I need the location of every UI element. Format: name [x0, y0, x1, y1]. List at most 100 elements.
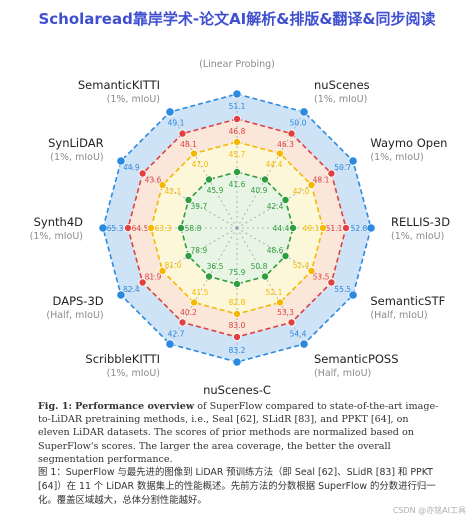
axis-sublabel: (1%, mIoU): [50, 152, 103, 163]
figure-label: Fig. 1:: [38, 401, 73, 412]
data-point: [299, 107, 309, 117]
axis-sublabel: (Half, mIoU): [314, 368, 371, 379]
data-label: 50.0: [290, 118, 307, 127]
data-label: 65.3: [107, 224, 124, 233]
data-label: 83.2: [229, 346, 246, 355]
data-point: [281, 251, 290, 260]
axis-label: nuScenes: [314, 78, 370, 92]
axis-sublabel: (Linear Probing): [199, 59, 275, 70]
data-point: [138, 169, 147, 178]
data-point: [138, 278, 147, 287]
data-point: [165, 339, 175, 349]
data-label: 48.1: [313, 176, 330, 185]
data-label: 52.8: [351, 224, 368, 233]
data-label: 44.4: [273, 224, 290, 233]
data-label: 52.1: [266, 288, 283, 297]
data-label: 82.4: [123, 285, 140, 294]
data-point: [98, 223, 108, 233]
axis-label: SemanticSTF: [370, 294, 445, 308]
data-label: 42.7: [168, 330, 185, 339]
data-point: [327, 278, 336, 287]
data-point: [232, 115, 241, 124]
data-label: 41.6: [229, 180, 246, 189]
data-point: [124, 223, 133, 232]
data-label: 47.0: [192, 160, 209, 169]
data-label: 63.3: [155, 224, 172, 233]
axis-label: nuScenes-C: [203, 383, 271, 397]
data-point: [275, 298, 284, 307]
data-label: 42.1: [165, 187, 182, 196]
data-label: 47.0: [293, 187, 310, 196]
data-label: 52.4: [293, 261, 310, 270]
data-point: [307, 181, 316, 190]
data-label: 83.0: [229, 321, 246, 330]
axis-sublabel: (Half, mIoU): [370, 310, 427, 321]
data-point: [116, 156, 126, 166]
axis-sublabel: (1%, mIoU): [30, 231, 83, 242]
data-label: 40.2: [180, 308, 197, 317]
data-point: [341, 223, 350, 232]
radar-chart: 51.1 50.0 50.7 52.8 55.5 54.4 83.2 42.7 82.4 65.3…: [30, 59, 451, 397]
data-point: [318, 223, 327, 232]
data-label: 51.1: [229, 102, 246, 111]
data-label: 45.7: [229, 150, 246, 159]
data-point: [232, 279, 241, 288]
data-label: 78.9: [191, 246, 208, 255]
data-point: [165, 107, 175, 117]
data-point: [348, 156, 358, 166]
data-point: [287, 318, 296, 327]
data-label: 41.5: [192, 288, 209, 297]
axis-label: RELLIS-3D: [391, 215, 450, 229]
data-point: [348, 290, 358, 300]
data-label: 82.8: [229, 298, 246, 307]
data-point: [307, 266, 316, 275]
data-point: [260, 272, 269, 281]
data-point: [327, 169, 336, 178]
data-point: [189, 149, 198, 158]
caption-text: of SuperFlow compared to state-of-the-ar…: [38, 401, 439, 465]
data-label: 55.5: [334, 285, 351, 294]
data-point: [366, 223, 376, 233]
data-point: [146, 223, 155, 232]
data-label: 49.1: [168, 118, 185, 127]
caption-bold-text: Performance overview: [75, 401, 195, 412]
data-label: 46.3: [277, 140, 294, 149]
data-point: [232, 89, 242, 99]
data-point: [184, 251, 193, 260]
data-label: 53.5: [313, 273, 330, 282]
axis-label: SemanticPOSS: [314, 352, 399, 366]
data-label: 44.4: [266, 160, 283, 169]
data-label: 43.6: [145, 176, 162, 185]
data-point: [275, 149, 284, 158]
axis-sublabel: (1%, mIoU): [314, 94, 367, 105]
data-label: 44.9: [123, 163, 140, 172]
data-label: 50.8: [251, 262, 268, 271]
axis-sublabel: (1%, mIoU): [107, 368, 160, 379]
data-label: 48.6: [267, 246, 284, 255]
data-point: [281, 195, 290, 204]
data-point: [158, 181, 167, 190]
data-point: [204, 175, 213, 184]
data-point: [204, 272, 213, 281]
data-label: 54.4: [290, 330, 307, 339]
data-label: 75.9: [229, 268, 246, 277]
axis-label: SemanticKITTI: [78, 78, 160, 92]
data-label: 51.1: [326, 224, 343, 233]
data-point: [299, 339, 309, 349]
data-point: [232, 138, 241, 147]
data-label: 49.1: [303, 224, 320, 233]
data-label: 64.5: [132, 224, 149, 233]
data-label: 45.9: [207, 186, 224, 195]
data-point: [288, 223, 297, 232]
axis-label: ScribbleKITTI: [85, 352, 160, 366]
data-label: 39.7: [191, 202, 208, 211]
axis-label: Waymo Open: [370, 136, 447, 150]
data-label: 50.7: [334, 163, 351, 172]
data-point: [232, 332, 241, 341]
data-point: [260, 175, 269, 184]
data-point: [178, 318, 187, 327]
data-point: [232, 357, 242, 367]
axis-sublabel: (1%, mIoU): [391, 231, 444, 242]
data-label: 58.8: [185, 224, 202, 233]
data-point: [176, 223, 185, 232]
